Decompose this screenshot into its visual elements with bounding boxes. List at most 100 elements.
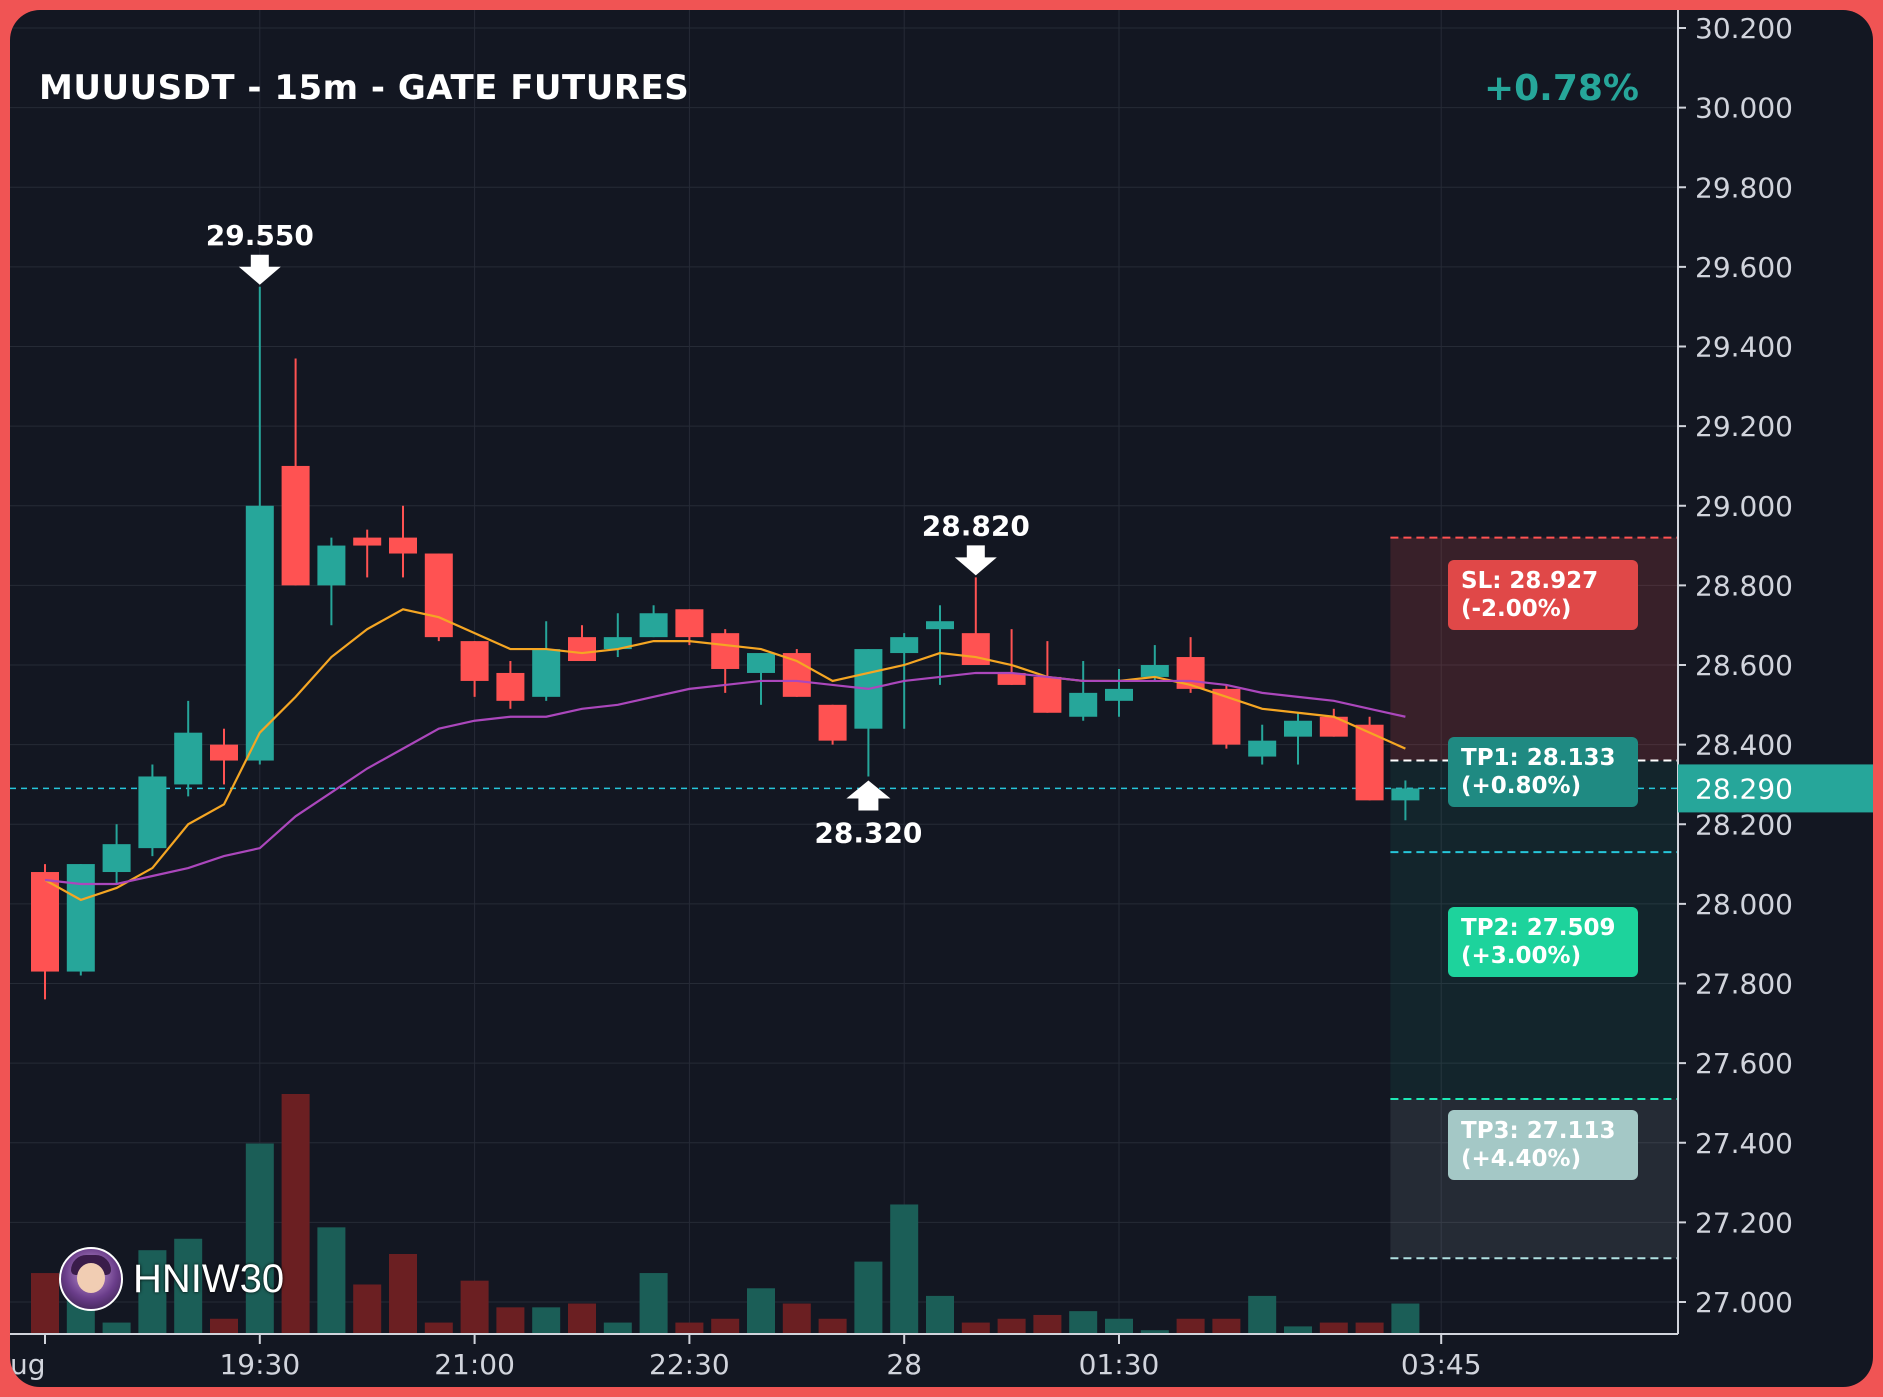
candle-body: [389, 537, 417, 554]
price-tick-label: 27.400: [1695, 1127, 1793, 1160]
candle: [138, 764, 167, 857]
candle: [639, 605, 668, 638]
price-tick-label: 28.000: [1695, 888, 1793, 921]
down-arrow-icon: [954, 545, 997, 576]
candle: [568, 625, 596, 662]
down-arrow-icon: [238, 254, 281, 285]
price-tick-label: 28.400: [1695, 729, 1793, 762]
candle: [1069, 661, 1098, 721]
candle-body: [997, 672, 1026, 685]
volume-bar: [31, 1273, 59, 1334]
candle-body: [711, 633, 740, 669]
time-tick-label: 21:00: [434, 1348, 515, 1381]
volume-bar: [1212, 1318, 1241, 1334]
candle-body: [603, 637, 632, 650]
candle-body: [1140, 665, 1169, 677]
time-tick-label: 28: [886, 1348, 922, 1381]
price-tick-label: 29.800: [1695, 171, 1793, 204]
candle-body: [210, 744, 238, 761]
candle: [782, 649, 811, 697]
current-price-label: 28.290: [1695, 772, 1793, 805]
time-tick-label: 19:30: [219, 1348, 300, 1381]
price-tick-label: 29.400: [1695, 331, 1793, 364]
sl-badge-bg: [1448, 560, 1638, 630]
tp2-badge: TP2: 27.509(+3.00%): [1448, 907, 1638, 977]
high-price-label: 28.820: [922, 509, 1030, 542]
candle: [854, 649, 883, 777]
volume-bar: [603, 1322, 632, 1334]
volume-bar: [782, 1303, 811, 1334]
tp2-badge-percent: (+3.00%): [1461, 943, 1581, 969]
tp3-badge-bg: [1448, 1110, 1638, 1180]
price-tick-label: 29.000: [1695, 490, 1793, 523]
volume-bar: [353, 1284, 382, 1334]
up-arrow-icon: [846, 780, 891, 811]
tp3-badge: TP3: 27.113(+4.40%): [1448, 1110, 1638, 1180]
candle: [460, 641, 489, 697]
volume-bar: [389, 1254, 417, 1334]
tp3-badge-label: TP3: 27.113: [1461, 1118, 1616, 1144]
ema-fast-line: [44, 608, 1406, 902]
candle: [926, 605, 954, 685]
volume-bar: [245, 1143, 274, 1334]
candle-body: [1248, 740, 1277, 757]
volume-bar: [424, 1322, 453, 1334]
time-tick-label: 22:30: [649, 1348, 730, 1381]
time-tick-label: ug: [10, 1348, 46, 1381]
candle: [66, 864, 95, 976]
volume-bar: [818, 1318, 847, 1334]
candle: [317, 537, 346, 626]
volume-bar: [1176, 1318, 1205, 1334]
high-price-label: 29.550: [206, 219, 314, 252]
volume-bar: [102, 1322, 131, 1334]
candle-body: [675, 609, 704, 638]
candle-body: [281, 465, 310, 586]
candle-body: [1033, 676, 1062, 713]
candle: [424, 553, 453, 642]
candle-body: [1284, 720, 1312, 737]
tp1-badge-label: TP1: 28.133: [1461, 745, 1616, 771]
volume-bar: [532, 1307, 561, 1334]
volume-bar: [961, 1322, 990, 1334]
candle-body: [31, 872, 59, 972]
volume-bar: [1140, 1330, 1169, 1334]
candle-body: [174, 732, 203, 785]
volume-bar: [854, 1261, 883, 1334]
chart-frame: 29.550 28.820 28.320 SL: 28.927 (-2.00%) TP1:…: [10, 10, 1873, 1387]
ema-slow-line: [44, 671, 1406, 886]
candle-body: [532, 649, 561, 697]
tp1-badge-bg: [1448, 737, 1638, 807]
volume-bar: [568, 1303, 596, 1334]
price-tick-label: 27.800: [1695, 968, 1793, 1001]
price-change-percent: +0.78%: [1483, 68, 1639, 109]
price-tick-label: 30.000: [1695, 92, 1793, 125]
candle-body: [1319, 716, 1348, 737]
candle-body: [245, 505, 274, 761]
volume-bar: [1033, 1314, 1062, 1334]
candle: [675, 609, 704, 646]
candle: [31, 864, 59, 1000]
candle-body: [460, 641, 489, 681]
price-tick-label: 29.600: [1695, 251, 1793, 284]
volume-bar: [1391, 1303, 1420, 1334]
time-tick-label: 01:30: [1079, 1348, 1160, 1381]
candle: [1105, 668, 1133, 717]
candle: [818, 704, 847, 745]
candle-body: [1391, 788, 1420, 801]
candle: [1355, 716, 1384, 801]
tp3-badge-percent: (+4.40%): [1461, 1146, 1581, 1172]
candle: [1319, 708, 1348, 737]
volume-bar: [1105, 1318, 1133, 1334]
price-tick-label: 28.200: [1695, 808, 1793, 841]
volume-bar: [675, 1322, 704, 1334]
price-chart[interactable]: 29.550 28.820 28.320 SL: 28.927(-2.00%) TP1:…: [10, 10, 1873, 1387]
candle-body: [102, 844, 131, 873]
candle: [1033, 641, 1062, 713]
price-tick-label: 29.200: [1695, 410, 1793, 443]
candle: [1391, 780, 1420, 821]
volume-bar: [317, 1227, 346, 1334]
sl-badge-percent: (-2.00%): [1461, 596, 1571, 622]
volume-bar: [210, 1318, 238, 1334]
volume-bar: [138, 1250, 167, 1334]
price-tick-label: 28.600: [1695, 649, 1793, 682]
